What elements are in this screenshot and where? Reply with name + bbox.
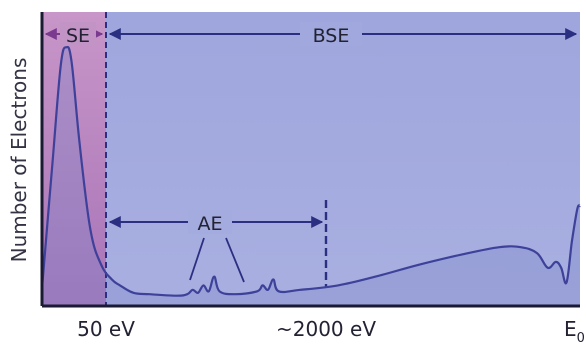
ae-pointer-left bbox=[189, 237, 205, 281]
x-tick-2000ev: ~2000 eV bbox=[276, 317, 376, 341]
bse-region bbox=[106, 12, 580, 306]
bse-label: BSE bbox=[313, 25, 350, 47]
x-tick-e0-main: E bbox=[564, 317, 577, 341]
y-axis-label: Number of Electrons bbox=[7, 58, 31, 263]
ae-label: AE bbox=[197, 213, 222, 235]
x-tick-50ev: 50 eV bbox=[77, 317, 135, 341]
se-label: SE bbox=[66, 25, 90, 47]
curve-area bbox=[42, 46, 580, 306]
ae-pointer-right bbox=[225, 237, 245, 283]
spectrum-curve bbox=[40, 45, 582, 297]
x-tick-e0: E0 bbox=[564, 317, 585, 346]
x-tick-e0-sub: 0 bbox=[577, 331, 585, 346]
